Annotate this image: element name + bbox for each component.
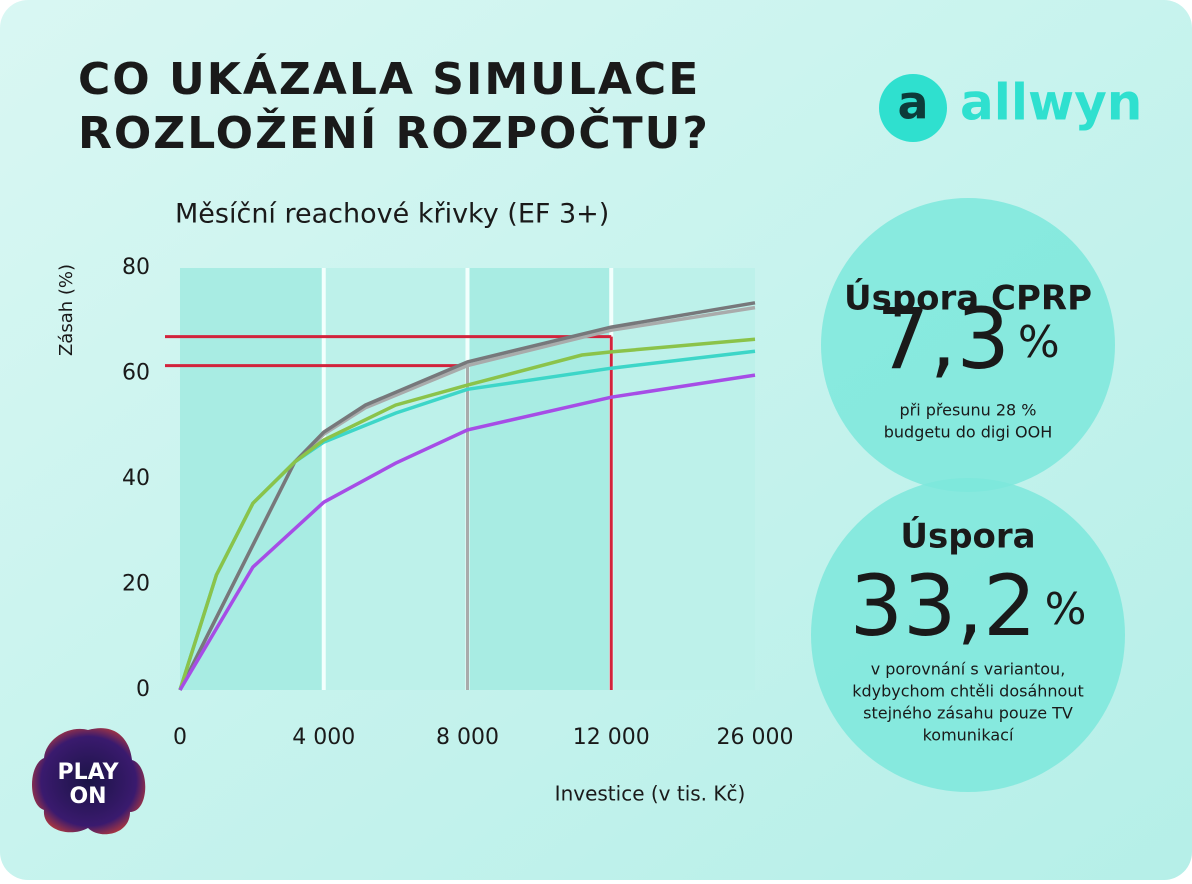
callout-note: stejného zásahu pouze TV — [863, 704, 1073, 723]
callout-value: 33,2% — [850, 557, 1087, 655]
x-tick-label: 12 000 — [573, 725, 650, 750]
brand-icon — [879, 74, 947, 142]
series-line — [178, 337, 756, 691]
x-tick-label: 8 000 — [436, 725, 499, 750]
callout-circle — [821, 198, 1115, 492]
callout-note: v porovnání s variantou, — [871, 660, 1066, 679]
callout-circle — [811, 478, 1125, 792]
x-tick-label: 26 000 — [717, 725, 794, 750]
partner-text: ON — [69, 784, 106, 809]
callout-unit: % — [1045, 584, 1087, 635]
y-axis-label: Zásah (%) — [56, 264, 77, 356]
x-tick-label: 0 — [173, 725, 187, 750]
series-line — [178, 373, 756, 691]
y-tick-label: 40 — [122, 466, 150, 491]
y-tick-label: 60 — [122, 361, 150, 386]
title-line: CO UKÁZALA SIMULACE — [78, 52, 700, 105]
partner-text: PLAY — [58, 760, 120, 785]
y-tick-label: 20 — [122, 572, 150, 597]
callout-note: kdybychom chtěli dosáhnout — [852, 682, 1084, 701]
callout-title: Úspora CPRP — [844, 278, 1092, 319]
callout-note: při přesunu 28 % — [900, 401, 1037, 420]
callout-note: komunikací — [923, 726, 1014, 745]
x-tick-label: 4 000 — [292, 725, 355, 750]
x-axis-label: Investice (v tis. Kč) — [555, 782, 746, 806]
brand-name: allwyn — [960, 74, 1142, 132]
callout-title: Úspora — [900, 516, 1035, 557]
callout-number: 33,2 — [850, 557, 1037, 655]
brand-icon-letter: a — [897, 76, 928, 130]
callout-number: 7,3 — [876, 290, 1010, 388]
callout-value: 7,3% — [876, 290, 1059, 388]
plot-band — [467, 268, 612, 690]
plot-band — [611, 268, 755, 690]
partner-logo — [32, 728, 146, 835]
chart-title: Měsíční reachové křivky (EF 3+) — [175, 199, 609, 230]
y-tick-label: 0 — [136, 677, 150, 702]
callout-unit: % — [1018, 317, 1060, 368]
title-line: ROZLOŽENÍ ROZPOČTU? — [78, 106, 710, 159]
plot-band — [323, 268, 468, 690]
callout-note: budgetu do digi OOH — [884, 423, 1053, 442]
y-tick-label: 80 — [122, 255, 150, 280]
